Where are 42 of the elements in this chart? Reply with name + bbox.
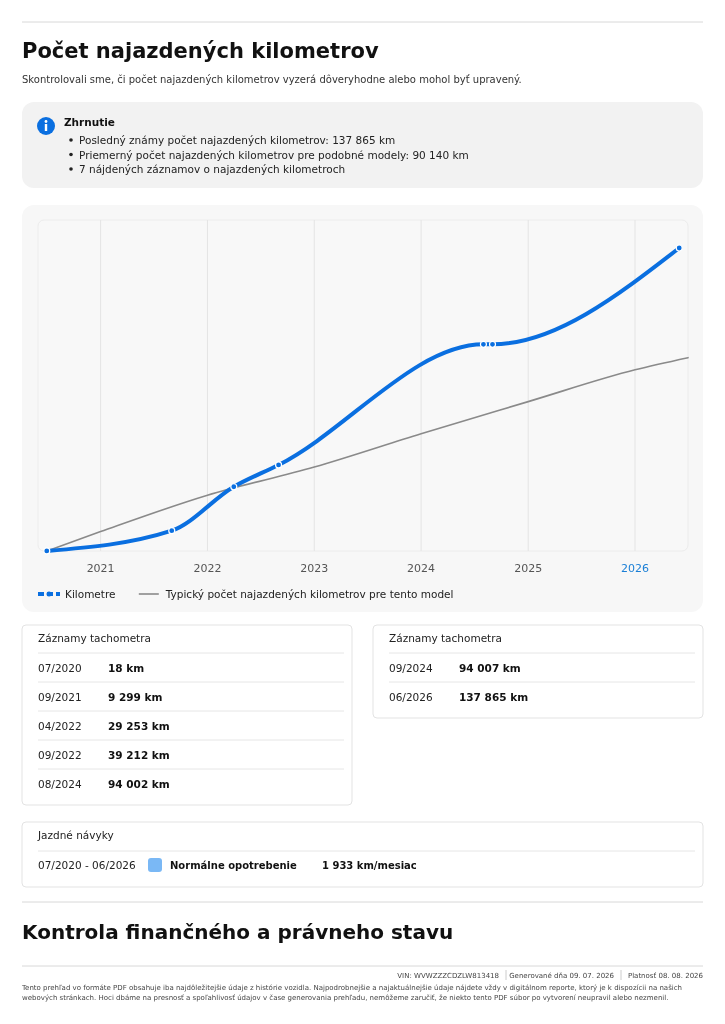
point <box>675 244 683 252</box>
point <box>43 547 51 555</box>
point <box>274 461 283 469</box>
text: Záznamy tachometra <box>38 632 151 644</box>
text: 09/2024 <box>389 662 433 674</box>
x-tick-label: 2025 <box>514 562 543 575</box>
text: Zhrnutie <box>64 116 115 128</box>
x-tick-label: 2021 <box>86 562 115 575</box>
text: Kontrola finančného a právneho stavu <box>22 920 454 944</box>
point <box>488 340 497 348</box>
chart-title: Počet najazdených kilometrov <box>22 39 379 63</box>
text: 06/2026 <box>389 691 433 703</box>
text: Posledný známy počet najazdených kilometrov: 137 865 km <box>79 134 396 146</box>
text: 94 007 km <box>459 662 521 674</box>
legend-label: Typický počet najazdených kilometrov pre tento model <box>164 588 454 600</box>
text: 137 865 km <box>459 691 529 703</box>
text: Záznamy tachometra <box>389 632 502 644</box>
text: Priemerný počet najazdených kilometrov pre podobné modely: 90 140 km <box>79 148 469 161</box>
legend-label: Kilometre <box>65 588 116 600</box>
text: 9 299 km <box>108 691 163 703</box>
chart-subtitle: Skontrolovali sme, či počet najazdených kilometrov vyzerá dôveryhodne alebo mohol byť upravený. <box>22 74 522 85</box>
x-tick-label: 2026 <box>621 562 650 575</box>
x-tick-label: 2023 <box>300 562 329 575</box>
text: 29 253 km <box>108 720 170 732</box>
x-tick-label: 2024 <box>407 562 436 575</box>
text: 09/2021 <box>38 691 82 703</box>
text: 1 933 km/mesiac <box>322 860 417 871</box>
text: Jazdné návyky <box>37 829 114 841</box>
point <box>479 340 488 348</box>
text: 08/2024 <box>38 778 82 790</box>
point <box>168 527 176 535</box>
point <box>230 483 238 491</box>
text: 07/2020 - 06/2026 <box>38 859 137 871</box>
text: 09/2022 <box>38 749 82 761</box>
text: 39 212 km <box>108 749 170 761</box>
text: Normálne opotrebenie <box>170 860 298 871</box>
text: 18 km <box>108 662 145 674</box>
x-tick-label: 2022 <box>193 562 222 575</box>
text: 7 nájdených záznamov o najazdených kilometroch <box>79 163 346 175</box>
text: 04/2022 <box>38 720 82 732</box>
text: 07/2020 <box>38 662 82 674</box>
text: 94 002 km <box>108 778 170 790</box>
